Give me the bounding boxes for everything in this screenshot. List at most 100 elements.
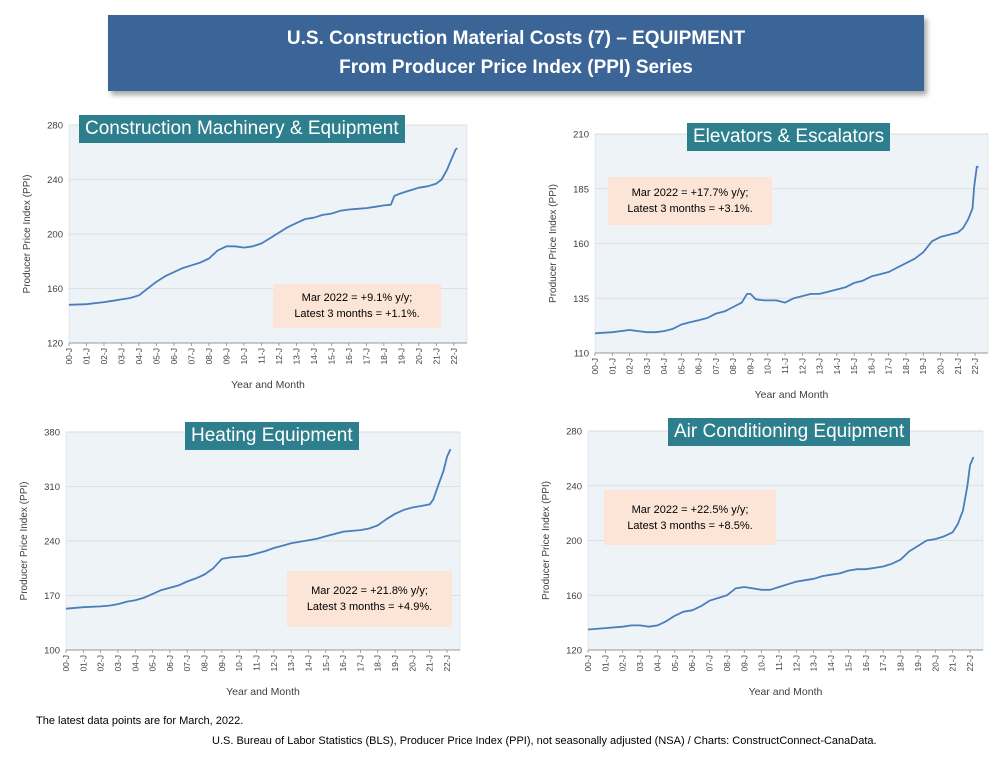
y-tick-label: 185 (573, 184, 589, 195)
y-tick-label: 135 (573, 294, 589, 305)
header-subtitle: From Producer Price Index (PPI) Series (339, 57, 693, 78)
x-tick-label: 09-J (221, 348, 231, 365)
x-tick-label: 07-J (182, 655, 192, 672)
x-tick-label: 06-J (694, 358, 704, 375)
x-tick-label: 21-J (953, 358, 963, 375)
note-line-yoy: Mar 2022 = +21.8% y/y; (311, 585, 428, 597)
x-tick-label: 15-J (326, 348, 336, 365)
x-tick-label: 12-J (797, 358, 807, 375)
x-axis-label: Year and Month (749, 686, 823, 698)
y-tick-label: 280 (47, 121, 63, 132)
y-tick-label: 170 (44, 591, 60, 602)
x-tick-label: 14-J (826, 655, 836, 672)
x-tick-label: 16-J (344, 348, 354, 365)
x-tick-label: 14-J (303, 655, 313, 672)
x-tick-label: 22-J (970, 358, 980, 375)
x-tick-label: 06-J (687, 655, 697, 672)
y-axis-label: Producer Price Index (PPI) (22, 175, 33, 294)
x-tick-label: 06-J (165, 655, 175, 672)
x-tick-label: 20-J (407, 655, 417, 672)
x-tick-label: 13-J (815, 358, 825, 375)
x-tick-label: 15-J (843, 655, 853, 672)
x-tick-label: 13-J (291, 348, 301, 365)
x-tick-label: 09-J (217, 655, 227, 672)
x-tick-label: 01-J (600, 655, 610, 672)
chart-air-conditioning-svg: 120 160 200 240 280 00-J 01-J 02-J 03-J 04-J 05-J 0… (541, 427, 984, 698)
x-tick-label: 18-J (901, 358, 911, 375)
x-tick-label: 11-J (780, 358, 790, 374)
y-tick-label: 240 (44, 537, 60, 548)
x-tick-label: 16-J (338, 655, 348, 672)
x-tick-label: 18-J (896, 655, 906, 672)
note-line-3mo: Latest 3 months = +4.9%. (306, 601, 433, 613)
x-tick-label: 18-J (379, 348, 389, 365)
x-tick-label: 05-J (148, 655, 158, 672)
x-tick-label: 17-J (884, 358, 894, 375)
x-tick-label: 13-J (809, 655, 819, 672)
x-tick-label: 02-J (99, 348, 109, 365)
y-tick-label: 120 (47, 339, 63, 350)
y-tick-label: 110 (574, 349, 589, 360)
series-line (65, 448, 452, 610)
series-line (68, 147, 458, 306)
x-tick-label: 02-J (625, 358, 635, 375)
header-banner: U.S. Construction Material Costs (7) – E… (108, 15, 924, 91)
x-tick-label: 04-J (134, 348, 144, 365)
x-tick-label: 09-J (739, 655, 749, 672)
chart-note: Mar 2022 = +22.5% y/y; Latest 3 months =… (604, 490, 776, 545)
x-tick-label: 01-J (81, 348, 91, 365)
x-tick-label: 00-J (590, 358, 600, 375)
chart-note: Mar 2022 = +9.1% y/y; Latest 3 months = … (273, 284, 441, 328)
chart-construction-machinery-svg: 120 160 200 240 280 00-J 01-J 02-J 03-J 04-J 05-J 0… (22, 121, 468, 391)
note-line-yoy: Mar 2022 = +9.1% y/y; (301, 292, 413, 304)
x-tick-label: 07-J (186, 348, 196, 365)
x-tick-label: 20-J (935, 358, 945, 375)
x-tick-label: 08-J (200, 655, 210, 672)
x-tick-label: 21-J (425, 655, 435, 672)
x-tick-label: 03-J (116, 348, 126, 365)
x-tick-label: 19-J (913, 655, 923, 672)
y-axis-label: Producer Price Index (PPI) (541, 481, 552, 600)
chart-heating-equipment-svg: 100 170 240 310 380 00-J 01-J 02-J 03-J 04-J 05-J 0… (19, 428, 461, 698)
x-tick-label: 12-J (791, 655, 801, 672)
x-tick-label: 11-J (252, 655, 262, 671)
x-tick-label: 03-J (642, 358, 652, 375)
x-tick-label: 10-J (234, 655, 244, 672)
y-tick-label: 100 (44, 646, 60, 657)
x-tick-label: 17-J (361, 348, 371, 365)
chart-note: Mar 2022 = +21.8% y/y; Latest 3 months =… (287, 571, 452, 627)
x-tick-label: 19-J (396, 348, 406, 365)
x-tick-label: 17-J (878, 655, 888, 672)
x-axis-label: Year and Month (226, 686, 300, 698)
series-line (587, 456, 975, 631)
x-tick-label: 16-J (861, 655, 871, 672)
y-tick-label: 200 (566, 536, 582, 547)
x-tick-label: 22-J (965, 655, 975, 672)
y-tick-label: 380 (44, 428, 60, 439)
x-tick-label: 07-J (711, 358, 721, 375)
y-tick-label: 280 (566, 427, 582, 438)
x-tick-label: 18-J (373, 655, 383, 672)
x-tick-label: 00-J (61, 655, 71, 672)
x-tick-label: 05-J (670, 655, 680, 672)
x-tick-label: 04-J (659, 358, 669, 375)
series-line (594, 165, 979, 335)
x-tick-label: 03-J (635, 655, 645, 672)
x-tick-label: 08-J (728, 358, 738, 375)
x-tick-label: 12-J (269, 655, 279, 672)
x-tick-label: 00-J (583, 655, 593, 672)
footer-note: The latest data points are for March, 20… (36, 715, 244, 727)
note-line-yoy: Mar 2022 = +22.5% y/y; (631, 503, 749, 516)
x-tick-label: 20-J (930, 655, 940, 672)
x-tick-label: 04-J (652, 655, 662, 672)
chart-title: Air Conditioning Equipment (668, 418, 911, 446)
x-tick-label: 19-J (390, 655, 400, 672)
y-tick-label: 200 (47, 230, 63, 241)
x-tick-label: 04-J (130, 655, 140, 672)
x-tick-label: 08-J (204, 348, 214, 365)
x-tick-label: 01-J (78, 655, 88, 672)
chart-note: Mar 2022 = +17.7% y/y; Latest 3 months =… (608, 177, 772, 225)
y-tick-label: 120 (566, 646, 582, 657)
note-line-3mo: Latest 3 months = +3.1%. (627, 203, 753, 215)
x-tick-label: 16-J (866, 358, 876, 375)
